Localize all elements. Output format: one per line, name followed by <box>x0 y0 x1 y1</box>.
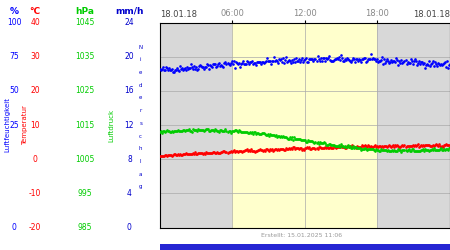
Text: 985: 985 <box>77 223 92 232</box>
Text: 995: 995 <box>77 189 92 198</box>
Text: i: i <box>140 57 141 62</box>
Text: 16: 16 <box>125 86 134 95</box>
Text: a: a <box>139 172 142 177</box>
Text: 18.01.18: 18.01.18 <box>160 10 197 19</box>
Text: %: % <box>10 7 19 16</box>
Text: Luftfeuchtigkeit: Luftfeuchtigkeit <box>4 98 10 152</box>
Text: 20: 20 <box>30 86 40 95</box>
Text: -10: -10 <box>29 189 41 198</box>
Text: e: e <box>139 96 142 100</box>
Text: 10: 10 <box>30 120 40 130</box>
Text: d: d <box>139 83 142 88</box>
Bar <box>232 22 378 228</box>
Text: c: c <box>139 134 142 138</box>
Text: 100: 100 <box>7 18 22 27</box>
Text: h: h <box>139 146 142 151</box>
Text: r: r <box>140 108 142 113</box>
Text: e: e <box>139 70 142 75</box>
Text: 1035: 1035 <box>75 52 94 61</box>
Bar <box>160 22 232 228</box>
Text: 1045: 1045 <box>75 18 94 27</box>
Text: 1005: 1005 <box>75 155 94 164</box>
Text: 0: 0 <box>12 223 17 232</box>
Text: g: g <box>139 184 142 190</box>
Text: Erstellt: 15.01.2025 11:06: Erstellt: 15.01.2025 11:06 <box>261 233 342 238</box>
Text: 8: 8 <box>127 155 132 164</box>
Text: 0: 0 <box>33 155 38 164</box>
Bar <box>378 22 450 228</box>
Text: 30: 30 <box>30 52 40 61</box>
Text: 0: 0 <box>127 223 132 232</box>
Text: °C: °C <box>30 7 40 16</box>
Text: 12: 12 <box>125 120 134 130</box>
Text: 50: 50 <box>9 86 19 95</box>
Text: l: l <box>140 159 141 164</box>
Text: mm/h: mm/h <box>115 7 144 16</box>
Text: 40: 40 <box>30 18 40 27</box>
Text: 1025: 1025 <box>75 86 94 95</box>
Bar <box>160 244 450 250</box>
Text: -20: -20 <box>29 223 41 232</box>
Text: 25: 25 <box>9 120 19 130</box>
Text: 20: 20 <box>125 52 134 61</box>
Text: 18.01.18: 18.01.18 <box>413 10 450 19</box>
Text: 4: 4 <box>127 189 132 198</box>
Text: 24: 24 <box>125 18 134 27</box>
Text: Temperatur: Temperatur <box>22 105 28 145</box>
Text: 75: 75 <box>9 52 19 61</box>
Text: s: s <box>139 121 142 126</box>
Text: 1015: 1015 <box>75 120 94 130</box>
Text: N: N <box>139 44 143 50</box>
Text: Luftdruck: Luftdruck <box>109 108 115 142</box>
Text: hPa: hPa <box>75 7 94 16</box>
